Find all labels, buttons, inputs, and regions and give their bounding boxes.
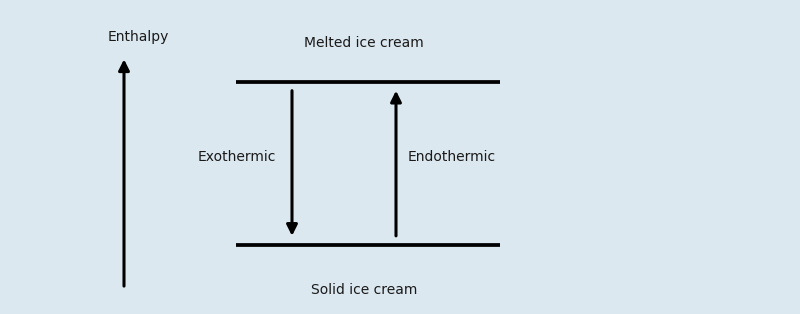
Text: Solid ice cream: Solid ice cream	[311, 283, 417, 297]
Text: Endothermic: Endothermic	[408, 150, 496, 164]
Text: Exothermic: Exothermic	[198, 150, 276, 164]
Text: Melted ice cream: Melted ice cream	[304, 36, 424, 50]
Text: Enthalpy: Enthalpy	[108, 30, 170, 44]
